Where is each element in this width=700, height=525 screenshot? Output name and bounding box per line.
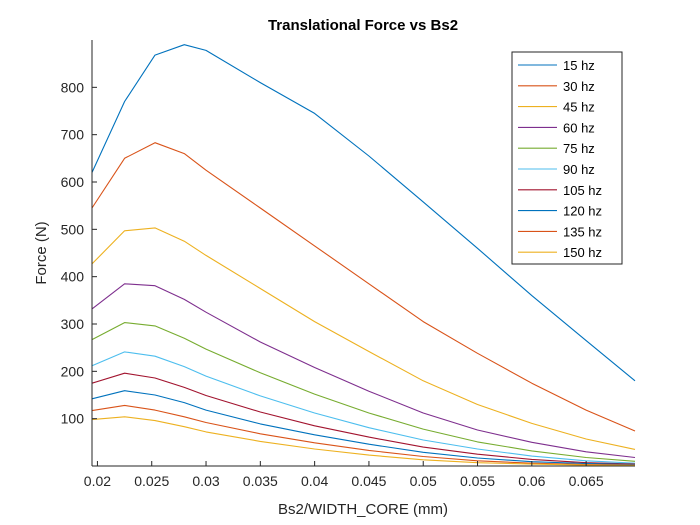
- legend-label: 105 hz: [563, 183, 602, 198]
- y-axis-title: Force (N): [33, 221, 50, 284]
- series-line-6: [91, 351, 636, 464]
- x-tick-label: 0.05: [410, 473, 437, 489]
- y-tick-label: 800: [61, 79, 85, 95]
- y-tick-label: 300: [61, 316, 85, 332]
- y-tick-label: 700: [61, 127, 85, 143]
- x-tick-label: 0.055: [460, 473, 495, 489]
- series-line-2: [91, 142, 636, 432]
- legend-label: 120 hz: [563, 204, 602, 219]
- y-tick-label: 200: [61, 363, 85, 379]
- legend-box: [511, 51, 623, 265]
- y-tick-label: 500: [61, 221, 85, 237]
- series-line-3: [91, 227, 636, 450]
- legend-label: 75 hz: [563, 141, 595, 156]
- series-line-5: [91, 322, 636, 462]
- axes-group: 0.02 0.025 0.03 0.035 0.04 0.045 0.05 0.055 0.06…: [61, 40, 635, 489]
- legend-label: 60 hz: [563, 120, 595, 135]
- legend-label: 150 hz: [563, 245, 602, 260]
- x-tick-label: 0.02: [84, 473, 111, 489]
- legend-label: 135 hz: [563, 224, 602, 239]
- x-axis-title: Bs2/WIDTH_CORE (mm): [278, 501, 448, 518]
- y-tick-label: 100: [61, 411, 85, 427]
- y-tick-label: 600: [61, 174, 85, 190]
- chart-title: Translational Force vs Bs2: [268, 17, 458, 34]
- x-tick-label: 0.045: [351, 473, 386, 489]
- legend-label: 15 hz: [563, 58, 595, 73]
- legend-label: 90 hz: [563, 162, 595, 177]
- legend-label: 45 hz: [563, 100, 595, 115]
- legend: 15 hz 30 hz 45 hz 60 hz 75 hz 90 hz 105 hz 120 …: [511, 51, 623, 265]
- x-tick-label: 0.035: [243, 473, 278, 489]
- y-tick-label: 400: [61, 269, 85, 285]
- x-tick-label: 0.025: [134, 473, 169, 489]
- series-line-7: [91, 372, 636, 465]
- x-tick-label: 0.03: [192, 473, 219, 489]
- x-tick-label: 0.04: [301, 473, 328, 489]
- legend-label: 30 hz: [563, 79, 595, 94]
- x-tick-label: 0.065: [569, 473, 604, 489]
- x-tick-label: 0.06: [518, 473, 545, 489]
- series-line-4: [91, 283, 636, 459]
- series-line-1: [91, 44, 636, 382]
